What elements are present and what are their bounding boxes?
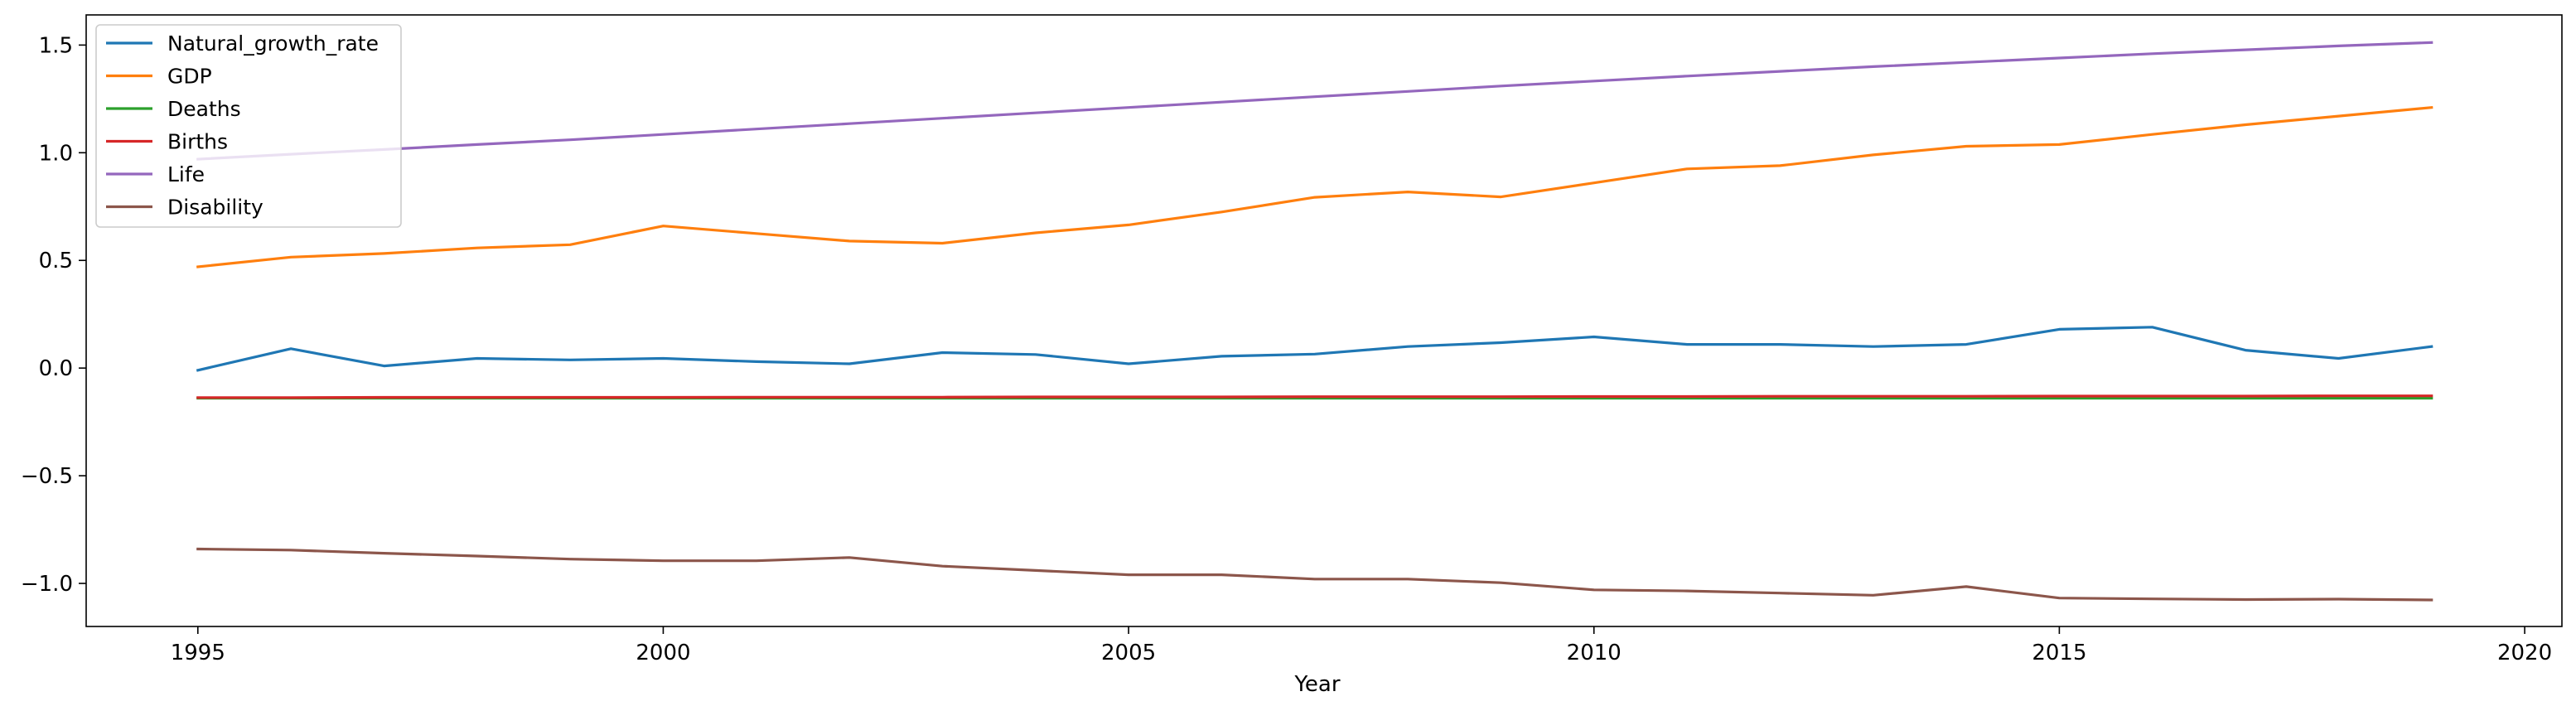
x-tick-label: 2015	[2032, 641, 2086, 665]
legend-label-life: Life	[167, 162, 205, 186]
y-tick-label: 0.0	[39, 356, 73, 381]
legend-label-natural-growth-rate: Natural_growth_rate	[167, 31, 379, 56]
series-line-gdp	[196, 105, 2433, 268]
y-tick-label: 1.0	[39, 141, 73, 166]
x-tick-label: 2020	[2497, 641, 2552, 665]
legend-box	[95, 24, 402, 228]
legend: Natural_growth_rate GDP Deaths Births Life Di…	[95, 24, 402, 228]
ticks-layer: 1995 2000 2005 2010 2015 2020 −1.0 −0.5 0.0 0.5 1.…	[21, 33, 2552, 665]
x-tick-label: 2000	[636, 641, 690, 665]
series-line-births	[196, 394, 2433, 399]
x-tick-label: 2010	[1567, 641, 1621, 665]
series-line-natural-growth-rate	[196, 326, 2433, 372]
y-tick-label: 1.5	[39, 33, 73, 58]
legend-label-deaths: Deaths	[167, 97, 241, 121]
legend-label-disability: Disability	[167, 196, 263, 220]
legend-label-births: Births	[167, 130, 228, 154]
y-tick-label: −0.5	[21, 464, 73, 489]
x-tick-label: 2005	[1101, 641, 1156, 665]
series-line-life	[196, 41, 2433, 161]
y-tick-label: −1.0	[21, 572, 73, 597]
x-axis-label: Year	[1293, 672, 1340, 697]
plot-frame	[85, 14, 2563, 627]
legend-label-gdp: GDP	[167, 65, 212, 89]
series-layer	[196, 41, 2433, 602]
series-line-disability	[196, 547, 2433, 602]
x-tick-label: 1995	[171, 641, 225, 665]
y-tick-label: 0.5	[39, 249, 73, 273]
